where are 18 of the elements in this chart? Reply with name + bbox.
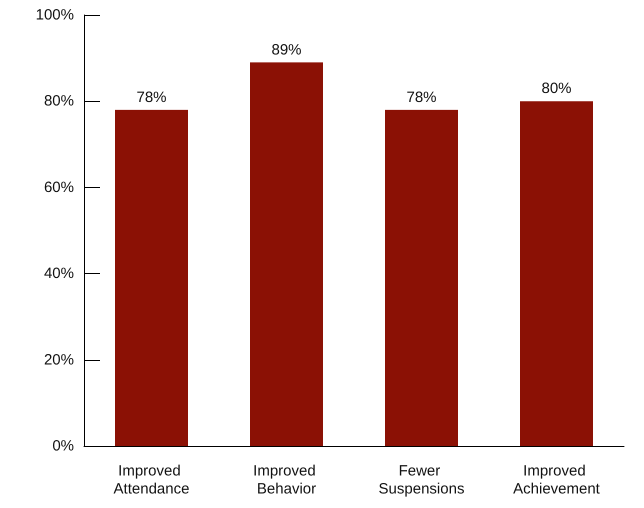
data-label: 78% bbox=[406, 88, 437, 106]
data-label: 78% bbox=[136, 88, 167, 106]
x-tick-label: Fewer Suspensions bbox=[378, 462, 464, 498]
y-tick-label: 60% bbox=[44, 178, 74, 196]
bar bbox=[520, 101, 593, 446]
bar bbox=[115, 110, 188, 446]
y-tick-label: 0% bbox=[52, 438, 74, 454]
y-tick-label: 80% bbox=[44, 92, 74, 110]
x-tick-label: Improved Achievement bbox=[513, 462, 601, 498]
data-label: 80% bbox=[541, 80, 572, 98]
x-tick-label: Improved Attendance bbox=[114, 462, 190, 498]
bar bbox=[385, 110, 458, 446]
data-label: 89% bbox=[271, 41, 302, 58]
y-tick-label: 40% bbox=[44, 265, 74, 282]
bar bbox=[250, 62, 323, 446]
y-tick-label: 100% bbox=[36, 6, 74, 24]
y-tick-label: 20% bbox=[44, 351, 74, 368]
x-tick-label: Improved Behavior bbox=[253, 462, 320, 498]
